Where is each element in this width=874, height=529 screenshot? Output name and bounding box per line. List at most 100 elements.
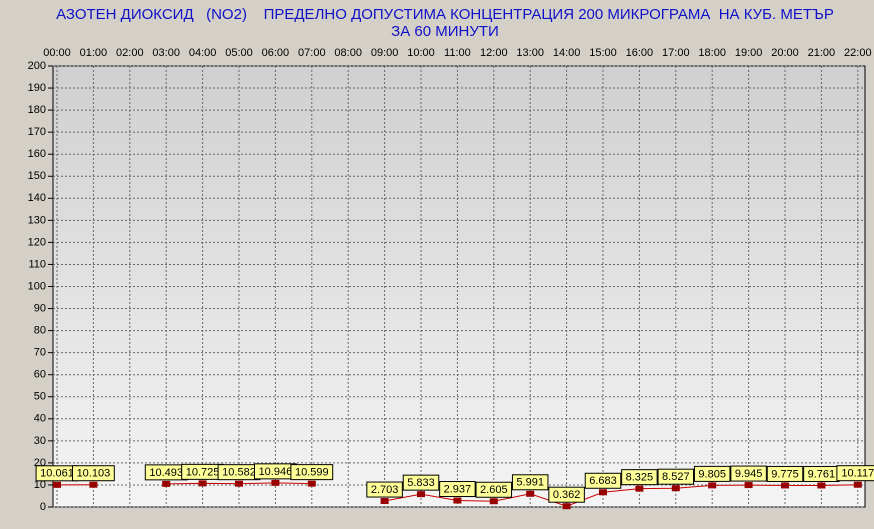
y-tick-label: 170 [28,126,46,138]
value-label: 9.775 [771,468,799,480]
point-marker [744,482,753,489]
value-label: 5.833 [407,477,435,489]
value-label: 0.362 [553,489,581,501]
point-marker [307,480,316,487]
value-label: 2.703 [371,484,399,496]
value-label-box [766,465,804,482]
y-tick-label: 60 [34,369,46,381]
chart-subtitle: ЗА 60 МИНУТИ [391,23,499,40]
y-tick-label: 200 [28,60,46,72]
value-label: 10.725 [186,466,220,478]
value-label-box [511,474,549,491]
y-tick-label: 90 [34,302,46,314]
value-label-box [72,465,115,482]
y-tick-label: 10 [34,479,46,491]
value-label: 10.599 [295,467,329,479]
point-marker [853,481,862,488]
x-tick-label: 06:00 [262,47,290,59]
y-tick-label: 40 [34,413,46,425]
y-tick-label: 190 [28,82,46,94]
value-label-box [475,481,513,498]
point-marker [708,482,717,489]
x-tick-label: 02:00 [116,47,144,59]
point-marker [562,503,571,510]
x-tick-label: 16:00 [626,47,654,59]
value-label-box [439,481,476,498]
y-tick-label: 120 [28,236,46,248]
y-tick-label: 110 [28,258,46,270]
x-tick-label: 08:00 [334,47,362,59]
value-label: 10.117 [841,468,874,480]
value-label: 10.582 [222,467,256,479]
point-marker [89,481,98,488]
x-tick-label: 12:00 [480,47,508,59]
point-marker [671,485,680,492]
y-tick-label: 160 [28,148,46,160]
value-label: 9.761 [808,468,836,480]
point-marker [271,479,280,486]
value-label: 8.325 [626,472,654,484]
value-label: 9.945 [735,468,763,480]
value-label-box [657,468,695,485]
y-tick-label: 140 [28,192,46,204]
point-marker [781,482,789,489]
chart-title: АЗОТЕН ДИОКСИД (NO2) ПРЕДЕЛНО ДОПУСТИМА … [56,6,834,23]
value-label-box [836,465,874,482]
x-tick-label: 10:00 [407,47,435,59]
value-label-box [584,472,622,489]
x-tick-label: 20:00 [771,47,799,59]
value-label-box [402,474,440,491]
point-marker [489,498,498,505]
y-tick-label: 0 [40,501,46,513]
value-label: 6.683 [589,475,617,487]
y-tick-label: 130 [28,214,46,226]
x-tick-label: 19:00 [735,47,763,59]
point-marker [453,497,462,504]
y-tick-label: 150 [28,170,46,182]
point-marker [162,480,171,487]
value-label: 2.605 [480,484,508,496]
value-label: 5.991 [516,477,544,489]
value-label: 10.493 [149,467,183,479]
x-tick-label: 04:00 [189,47,217,59]
point-marker [235,480,243,487]
x-tick-label: 15:00 [589,47,617,59]
value-label: 10.061 [40,468,74,480]
x-tick-label: 18:00 [698,47,726,59]
x-tick-label: 05:00 [225,47,253,59]
x-tick-label: 14:00 [553,47,581,59]
y-tick-label: 50 [34,391,46,403]
x-tick-label: 17:00 [662,47,690,59]
y-tick-label: 80 [34,325,46,337]
x-tick-label: 01:00 [80,47,108,59]
value-label: 2.937 [444,483,472,495]
x-tick-label: 03:00 [152,47,180,59]
value-label: 9.805 [698,468,726,480]
value-label-box [730,465,767,482]
value-label-box [621,469,658,486]
y-tick-label: 70 [34,347,46,359]
x-tick-label: 07:00 [298,47,326,59]
value-label-box [548,486,585,503]
y-tick-label: 100 [28,280,46,292]
point-marker [599,489,607,496]
point-marker [635,485,644,492]
x-tick-label: 09:00 [371,47,399,59]
point-marker [817,482,826,489]
point-marker [417,491,425,498]
value-label: 10.946 [259,466,293,478]
y-tick-label: 30 [34,435,46,447]
value-label-box [290,464,334,481]
value-label: 10.103 [77,468,111,480]
point-marker [53,481,61,488]
value-label: 8.527 [662,471,690,483]
x-tick-label: 00:00 [43,47,71,59]
value-label-box [693,465,731,482]
point-marker [198,480,207,487]
y-tick-label: 180 [28,104,46,116]
x-tick-label: 22:00 [844,47,872,59]
value-label-box [366,481,403,498]
point-marker [380,498,389,505]
point-marker [526,490,535,497]
